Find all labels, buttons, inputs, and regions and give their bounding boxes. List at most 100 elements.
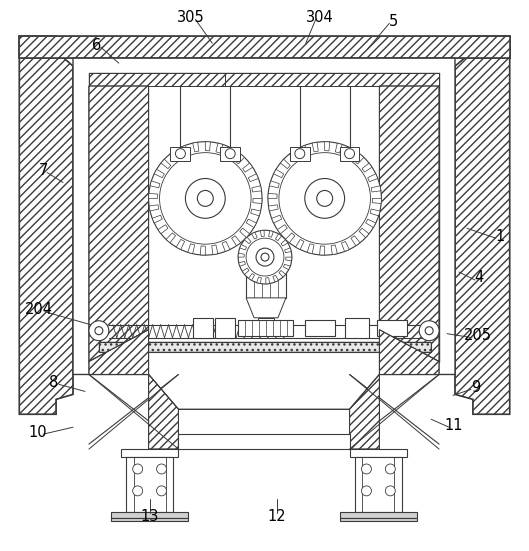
Text: 5: 5 [389, 14, 398, 29]
Bar [126, 457, 174, 512]
Bar [99, 342, 431, 352]
Polygon shape [273, 275, 278, 282]
Polygon shape [252, 186, 261, 192]
Circle shape [385, 486, 395, 496]
Bar [290, 147, 310, 160]
Polygon shape [253, 198, 262, 203]
Polygon shape [271, 215, 281, 223]
Polygon shape [368, 174, 378, 182]
Polygon shape [325, 142, 330, 151]
Circle shape [133, 486, 143, 496]
Polygon shape [170, 151, 179, 161]
Bar [377, 320, 407, 336]
Bar [305, 320, 335, 336]
Polygon shape [181, 145, 188, 155]
Polygon shape [89, 73, 225, 86]
Polygon shape [166, 233, 176, 243]
Text: 4: 4 [474, 271, 484, 285]
Polygon shape [188, 244, 195, 253]
Bar [340, 147, 360, 160]
Circle shape [225, 149, 235, 159]
Bar [19, 36, 510, 58]
Polygon shape [284, 264, 290, 269]
Polygon shape [312, 142, 318, 152]
Polygon shape [238, 253, 244, 257]
Polygon shape [205, 142, 211, 151]
Circle shape [268, 142, 381, 255]
Polygon shape [455, 36, 510, 414]
Polygon shape [354, 154, 364, 164]
Circle shape [425, 327, 433, 334]
Polygon shape [359, 228, 369, 237]
Polygon shape [19, 36, 73, 414]
Circle shape [305, 179, 344, 218]
Bar [258, 318, 274, 326]
Polygon shape [268, 193, 277, 198]
Polygon shape [320, 246, 325, 255]
Polygon shape [307, 244, 314, 253]
Polygon shape [89, 86, 149, 361]
Circle shape [246, 238, 284, 276]
Bar [340, 512, 417, 518]
Polygon shape [269, 181, 279, 188]
Polygon shape [279, 271, 286, 277]
Polygon shape [161, 159, 171, 169]
Circle shape [186, 179, 225, 218]
Text: 205: 205 [464, 328, 492, 343]
Circle shape [279, 153, 370, 244]
Bar [111, 518, 188, 521]
Polygon shape [362, 163, 372, 172]
Circle shape [256, 248, 274, 266]
Circle shape [95, 327, 103, 334]
Circle shape [157, 486, 167, 496]
Circle shape [157, 464, 167, 474]
Text: 204: 204 [25, 302, 53, 317]
Polygon shape [300, 145, 308, 155]
Polygon shape [232, 236, 241, 246]
Bar [178, 434, 350, 449]
Polygon shape [89, 329, 149, 375]
Polygon shape [331, 245, 338, 255]
Circle shape [89, 321, 109, 341]
Text: 7: 7 [39, 163, 48, 178]
Circle shape [361, 486, 371, 496]
Polygon shape [226, 147, 234, 158]
Bar [121, 449, 178, 457]
Polygon shape [73, 58, 455, 409]
Polygon shape [225, 73, 439, 86]
Polygon shape [152, 215, 162, 223]
Circle shape [160, 153, 251, 244]
Polygon shape [257, 277, 261, 284]
Polygon shape [247, 219, 257, 228]
Polygon shape [251, 209, 261, 216]
Polygon shape [248, 174, 258, 182]
Polygon shape [200, 246, 205, 255]
Polygon shape [243, 163, 253, 172]
Text: 12: 12 [268, 509, 286, 524]
Polygon shape [240, 245, 247, 250]
Polygon shape [371, 186, 381, 192]
Circle shape [295, 149, 305, 159]
Polygon shape [269, 231, 273, 237]
Polygon shape [150, 181, 160, 188]
Polygon shape [246, 298, 286, 318]
Text: 304: 304 [306, 10, 334, 25]
Text: 8: 8 [50, 375, 59, 390]
Bar [354, 457, 402, 512]
Polygon shape [212, 245, 218, 255]
Bar [170, 147, 190, 160]
Polygon shape [276, 234, 281, 241]
Polygon shape [244, 237, 251, 244]
Polygon shape [149, 375, 178, 449]
Bar [194, 318, 213, 338]
Text: 10: 10 [29, 425, 48, 440]
Polygon shape [286, 233, 295, 243]
Polygon shape [158, 225, 168, 234]
Circle shape [385, 464, 395, 474]
Polygon shape [285, 248, 291, 253]
Polygon shape [242, 268, 249, 274]
Polygon shape [149, 205, 159, 211]
Bar [215, 318, 235, 338]
Polygon shape [266, 278, 270, 284]
Polygon shape [366, 219, 376, 228]
